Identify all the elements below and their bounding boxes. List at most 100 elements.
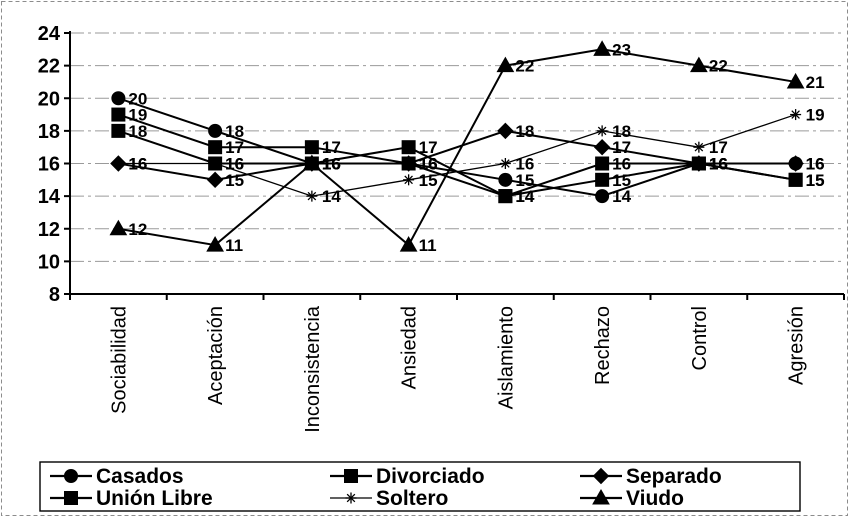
y-tick-label: 8 bbox=[49, 284, 60, 306]
data-point-soltero bbox=[403, 174, 415, 186]
x-tick-label: Aislamiento bbox=[495, 306, 517, 409]
data-point-soltero bbox=[693, 141, 705, 153]
data-point-union-libre bbox=[208, 140, 223, 155]
data-label-viudo: 12 bbox=[128, 220, 147, 239]
data-point-union-libre bbox=[788, 172, 803, 187]
data-label-casados: 18 bbox=[225, 122, 244, 141]
data-label-casados: 20 bbox=[128, 89, 147, 108]
data-point-soltero bbox=[306, 190, 318, 202]
y-tick-label: 12 bbox=[38, 219, 60, 241]
series-line-union-libre bbox=[118, 113, 796, 198]
data-point-viudo bbox=[206, 236, 224, 252]
data-label-divorciado: 16 bbox=[709, 155, 728, 174]
data-point-casados bbox=[111, 91, 126, 106]
y-tick-label: 24 bbox=[38, 23, 61, 45]
data-label-casados: 16 bbox=[322, 155, 341, 174]
series-line-viudo bbox=[118, 48, 796, 247]
data-point-union-libre bbox=[111, 107, 126, 122]
series-markers bbox=[109, 40, 805, 252]
data-point-casados bbox=[498, 172, 513, 187]
data-label-separado: 18 bbox=[515, 122, 534, 141]
data-point-soltero bbox=[596, 125, 608, 137]
data-label-casados: 15 bbox=[515, 171, 534, 190]
x-tick-label: Aceptación bbox=[205, 306, 227, 405]
data-label-separado: 16 bbox=[322, 155, 341, 174]
data-point-divorciado bbox=[111, 123, 126, 138]
data-label-separado: 16 bbox=[709, 155, 728, 174]
data-point-separado bbox=[497, 122, 514, 140]
legend-label: Separado bbox=[626, 465, 722, 488]
data-label-divorciado: 17 bbox=[419, 138, 438, 157]
data-point-separado bbox=[787, 155, 804, 172]
data-point-soltero bbox=[112, 158, 124, 169]
data-point-union-libre bbox=[595, 156, 610, 171]
y-tick-label: 22 bbox=[38, 56, 60, 78]
y-tick-label: 10 bbox=[38, 251, 60, 273]
data-point-soltero bbox=[790, 109, 802, 121]
legend: Casados Divorciado Separado Unión Libre Solt… bbox=[39, 461, 801, 512]
legend-marker bbox=[344, 469, 358, 483]
legend-label: Viudo bbox=[626, 487, 684, 510]
y-tick-label: 20 bbox=[38, 88, 60, 110]
data-point-soltero bbox=[499, 158, 511, 169]
data-label-soltero: 14 bbox=[322, 187, 341, 206]
data-label-separado: 16 bbox=[128, 155, 147, 174]
data-point-viudo bbox=[303, 154, 321, 170]
legend-label: Soltero bbox=[376, 487, 448, 510]
data-point-union-libre bbox=[401, 156, 416, 171]
data-label-divorciado: 15 bbox=[806, 171, 825, 190]
data-label-viudo: 23 bbox=[612, 40, 631, 59]
data-point-viudo bbox=[690, 56, 708, 73]
data-label-divorciado: 18 bbox=[128, 122, 147, 141]
legend-item-separado: Separado bbox=[580, 465, 722, 488]
data-label-viudo: 22 bbox=[515, 57, 534, 76]
data-point-divorciado bbox=[401, 140, 416, 155]
x-tick-label: Inconsistencia bbox=[302, 305, 324, 433]
axes: 8 10 12 14 16 18 20 22 24 Sociabilidad Aceptación I… bbox=[38, 23, 845, 433]
data-point-viudo bbox=[593, 40, 611, 56]
x-tick-label: Rechazo bbox=[592, 306, 614, 385]
data-point-viudo bbox=[109, 219, 128, 236]
legend-label: Divorciado bbox=[376, 465, 485, 488]
data-label-divorciado: 15 bbox=[612, 171, 631, 190]
data-label-viudo: 21 bbox=[806, 73, 825, 92]
legend-label: Casados bbox=[96, 465, 184, 488]
data-point-viudo bbox=[496, 56, 515, 73]
data-label-union-libre: 16 bbox=[612, 155, 631, 174]
data-label-soltero: 18 bbox=[612, 122, 631, 141]
data-point-viudo bbox=[786, 72, 805, 89]
data-label-union-libre: 16 bbox=[419, 155, 438, 174]
data-label-union-libre: 19 bbox=[128, 106, 147, 125]
data-label-viudo: 16 bbox=[322, 155, 341, 174]
data-label-separado: 17 bbox=[612, 138, 631, 157]
data-point-union-libre bbox=[691, 156, 706, 171]
data-label-casados: 14 bbox=[612, 187, 631, 206]
data-label-union-libre: 16 bbox=[709, 155, 728, 174]
data-label-viudo: 11 bbox=[419, 236, 437, 255]
data-label-soltero: 17 bbox=[709, 138, 728, 157]
legend-marker bbox=[64, 469, 78, 483]
legend-marker bbox=[64, 491, 78, 505]
data-label-union-libre: 14 bbox=[515, 187, 534, 206]
data-label-soltero: 19 bbox=[806, 106, 825, 125]
data-label-casados: 16 bbox=[419, 155, 438, 174]
data-point-casados bbox=[595, 189, 610, 204]
series-lines bbox=[118, 48, 796, 247]
data-label-union-libre: 17 bbox=[322, 138, 341, 157]
legend-item-casados: Casados bbox=[50, 465, 184, 488]
data-label-casados: 16 bbox=[709, 155, 728, 174]
data-point-separado bbox=[593, 138, 611, 156]
series-line-separado bbox=[118, 129, 796, 181]
x-tick-label: Ansiedad bbox=[399, 306, 421, 389]
data-point-divorciado bbox=[595, 172, 610, 187]
data-label-viudo: 11 bbox=[225, 236, 243, 255]
data-point-union-libre bbox=[498, 189, 513, 204]
data-point-viudo bbox=[399, 236, 418, 252]
data-point-casados bbox=[208, 123, 223, 138]
data-point-union-libre bbox=[304, 140, 319, 155]
data-label-separado: 15 bbox=[225, 171, 244, 190]
data-label-divorciado: 16 bbox=[225, 155, 244, 174]
